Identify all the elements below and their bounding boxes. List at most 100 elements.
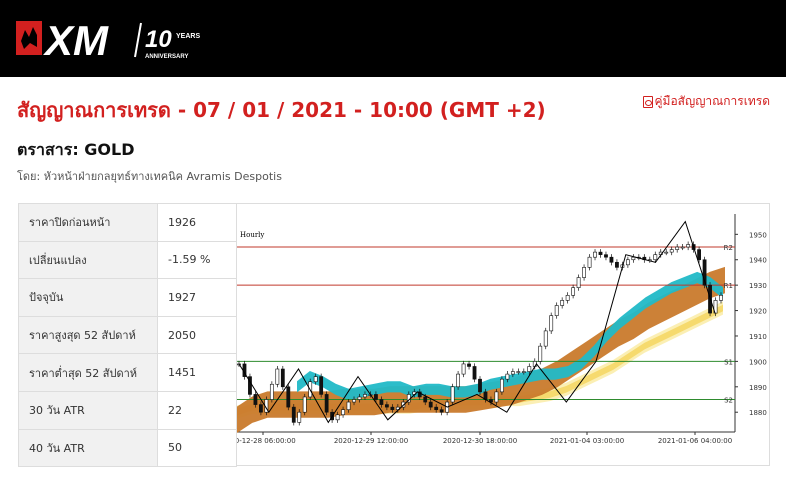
candle-body xyxy=(587,256,592,268)
stats-row: เปลี่ยนแปลง -1.59 % xyxy=(18,240,237,280)
y-tick-label: 1950 xyxy=(749,231,767,239)
author-byline: โดย: หัวหน้าฝ่ายกลยุทธ์ทางเทคนิค Avramis… xyxy=(17,170,282,183)
candle-body xyxy=(253,394,258,405)
candle-body xyxy=(527,366,532,372)
candle-body xyxy=(675,246,680,250)
candle-body xyxy=(576,277,581,288)
candle-body xyxy=(346,401,351,410)
candle-body xyxy=(456,373,460,388)
stats-table: ราคาปิดก่อนหน้า 1926 เปลี่ยนแปลง -1.59 % ปัจ… xyxy=(18,203,237,468)
logo-years: YEARS xyxy=(176,33,200,40)
stats-row: ปัจจุบัน 1927 xyxy=(18,278,237,317)
candle-body xyxy=(510,371,515,375)
candle-body xyxy=(664,251,669,254)
bull-logo-icon xyxy=(16,21,42,55)
candle-body xyxy=(625,259,630,266)
candle-body xyxy=(653,254,658,261)
candle-body xyxy=(423,396,428,403)
candle-body xyxy=(615,261,619,268)
candle-body xyxy=(269,383,274,400)
candle-body xyxy=(390,406,395,410)
candle-body xyxy=(335,414,340,421)
x-tick-label: 2020-12-29 12:00:00 xyxy=(334,437,408,445)
level-label-r2: R2 xyxy=(724,244,733,252)
price-chart-svg: R2 R1 S1 S2 1880 1890 1900 1910 1920 1930 1940 1950… xyxy=(237,214,767,445)
candle-body xyxy=(275,368,280,385)
price-chart: R2 R1 S1 S2 1880 1890 1900 1910 1920 1930 1940 1950… xyxy=(237,203,770,466)
candle-body xyxy=(291,406,296,423)
xm-10-years-logo[interactable]: XM 10 YEARS ANNIVERSARY xyxy=(16,13,241,65)
y-tick-label: 1880 xyxy=(749,409,767,417)
candle-body xyxy=(319,376,324,395)
candle-body xyxy=(538,345,543,362)
candle-body xyxy=(549,315,554,332)
candle-body xyxy=(439,409,444,413)
x-tick-label: 2021-01-04 03:00:00 xyxy=(550,437,624,445)
candle-body xyxy=(302,396,307,413)
candle-body xyxy=(631,256,636,261)
candle-body xyxy=(719,295,723,301)
candle-body xyxy=(500,378,504,393)
candle-body xyxy=(297,411,302,423)
stats-row: ราคาต่ำสุด 52 สัปดาห์ 1451 xyxy=(18,353,237,392)
level-label-r1: R1 xyxy=(724,282,733,290)
candle-body xyxy=(560,300,565,306)
logo-10: 10 xyxy=(145,26,172,53)
candle-body xyxy=(593,251,597,258)
x-tick-label: 2021-01-06 04:00:00 xyxy=(658,437,732,445)
candle-body xyxy=(489,399,493,403)
level-label-s1: S1 xyxy=(724,358,733,366)
stats-row: 40 วัน ATR 50 xyxy=(18,428,237,468)
stats-value: -1.59 % xyxy=(157,240,237,280)
y-tick-label: 1910 xyxy=(749,333,767,341)
pdf-icon xyxy=(642,95,653,108)
candle-body xyxy=(352,399,356,403)
candle-body xyxy=(357,396,362,400)
site-header: XM 10 YEARS ANNIVERSARY xyxy=(0,0,786,77)
x-tick-label: 20-12-28 06:00:00 xyxy=(237,437,296,445)
candle-body xyxy=(248,376,252,395)
candle-body xyxy=(324,394,329,413)
candle-body xyxy=(428,401,433,408)
candle-body xyxy=(598,251,603,255)
candle-body xyxy=(341,409,345,416)
stats-row: 30 วัน ATR 22 xyxy=(18,390,237,430)
stats-row: ราคาสูงสุด 52 สัปดาห์ 2050 xyxy=(18,315,237,355)
stats-value: 50 xyxy=(157,428,237,468)
candle-body xyxy=(609,256,614,263)
candle-body xyxy=(472,366,477,380)
candle-body xyxy=(686,244,691,248)
candle-body xyxy=(384,404,389,408)
stats-label: ราคาต่ำสุด 52 สัปดาห์ xyxy=(18,353,158,392)
candle-body xyxy=(604,254,608,258)
candle-body xyxy=(280,368,285,388)
trading-signals-guide-link[interactable]: คู่มือสัญญาณการเทรด xyxy=(642,92,771,111)
candle-body xyxy=(669,249,674,253)
candle-body xyxy=(571,287,576,296)
candle-body xyxy=(286,386,291,408)
candle-body xyxy=(374,394,378,400)
logo-divider xyxy=(134,22,142,58)
candle-body xyxy=(680,246,685,249)
y-tick-label: 1930 xyxy=(749,282,767,290)
candle-body xyxy=(478,378,482,393)
candle-body xyxy=(582,267,586,278)
stats-row: ราคาปิดก่อนหน้า 1926 xyxy=(18,203,237,242)
candle-body xyxy=(702,259,707,286)
candle-body xyxy=(554,305,559,316)
logo-text: XM xyxy=(43,17,109,64)
level-label-s2: S2 xyxy=(724,397,733,405)
candle-body xyxy=(450,386,455,403)
x-tick-label: 2020-12-30 18:00:00 xyxy=(443,437,517,445)
candle-body xyxy=(713,300,718,314)
candle-body xyxy=(565,295,570,301)
y-tick-label: 1900 xyxy=(749,358,767,366)
candle-body xyxy=(313,376,318,383)
candle-body xyxy=(461,363,466,375)
guide-link-label: คู่มือสัญญาณการเทรด xyxy=(654,94,771,108)
candle-body xyxy=(543,330,548,347)
candle-body xyxy=(516,371,521,373)
chart-title: Hourly xyxy=(240,231,264,239)
stats-label: เปลี่ยนแปลง xyxy=(18,240,158,280)
logo-anniversary: ANNIVERSARY xyxy=(145,54,188,60)
